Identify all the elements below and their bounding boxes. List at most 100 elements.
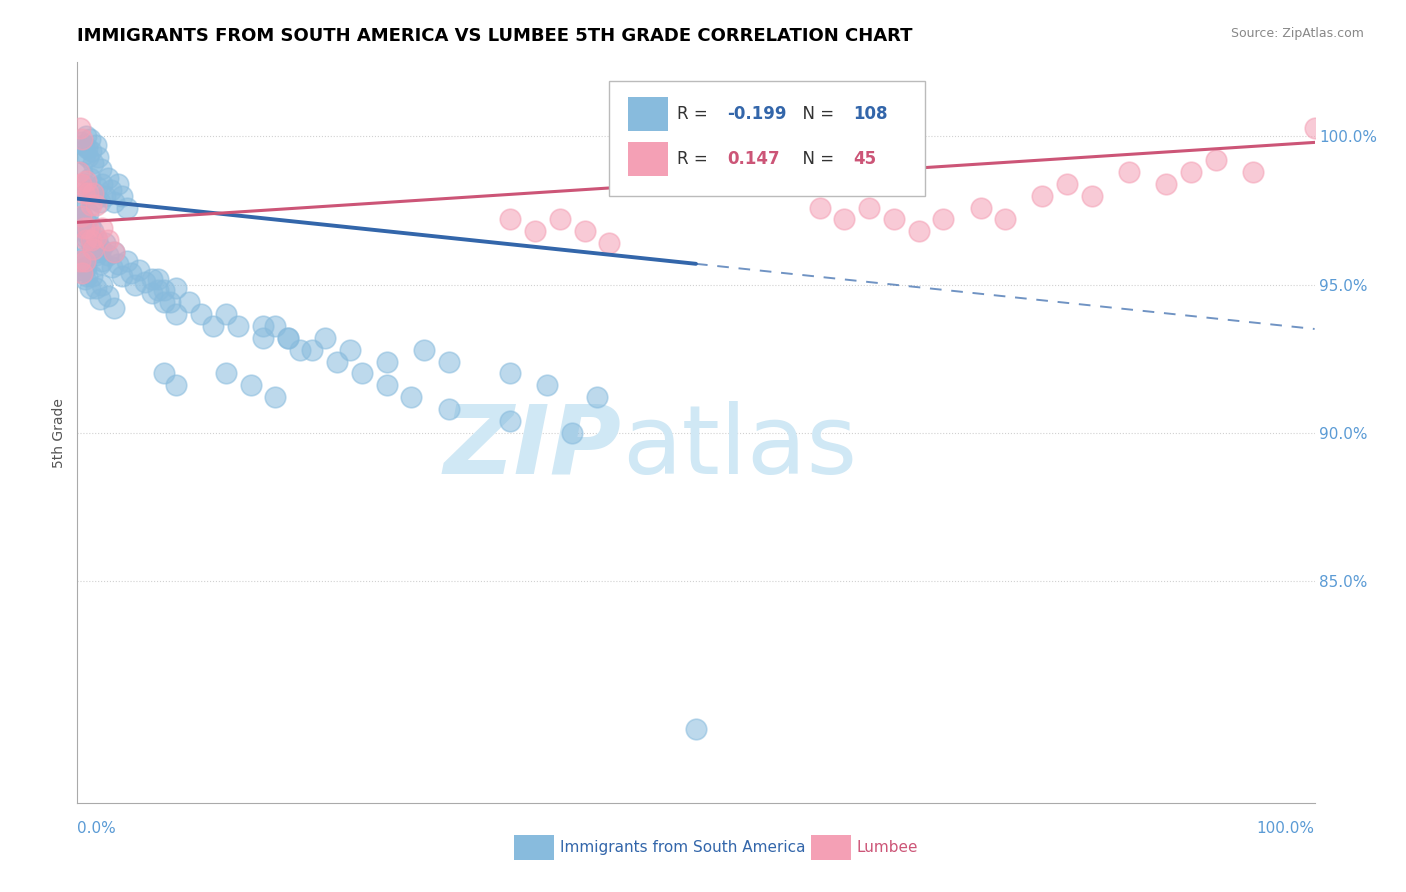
Text: 0.147: 0.147 <box>727 150 779 168</box>
Point <box>598 236 620 251</box>
Point <box>86 179 108 194</box>
Point <box>72 221 94 235</box>
Point <box>111 268 134 283</box>
Point <box>190 307 212 321</box>
Point <box>301 343 323 357</box>
Text: R =: R = <box>678 150 718 168</box>
Point <box>437 354 460 368</box>
Point <box>72 266 94 280</box>
Point <box>97 233 120 247</box>
Point <box>82 268 104 283</box>
Point <box>72 221 94 235</box>
Point <box>80 145 103 159</box>
Point <box>159 295 181 310</box>
Point <box>79 132 101 146</box>
Point <box>82 186 104 200</box>
Point <box>72 132 94 146</box>
Point <box>226 318 249 333</box>
Point <box>134 275 156 289</box>
Point <box>215 367 238 381</box>
Point <box>264 318 287 333</box>
Point <box>90 242 112 256</box>
Point <box>350 367 373 381</box>
Point <box>77 150 100 164</box>
Point <box>76 227 98 242</box>
Point <box>1180 165 1202 179</box>
Point <box>69 253 91 268</box>
Point <box>834 212 856 227</box>
Point <box>72 165 94 179</box>
Point <box>73 271 96 285</box>
Text: 45: 45 <box>853 150 876 168</box>
Point <box>153 367 176 381</box>
Point <box>72 138 94 153</box>
Point <box>97 248 120 262</box>
Point <box>70 262 93 277</box>
Point <box>67 165 90 179</box>
Point <box>101 260 124 274</box>
Point <box>561 425 583 440</box>
Point <box>80 233 103 247</box>
Text: IMMIGRANTS FROM SOUTH AMERICA VS LUMBEE 5TH GRADE CORRELATION CHART: IMMIGRANTS FROM SOUTH AMERICA VS LUMBEE … <box>77 27 912 45</box>
Point <box>97 170 120 185</box>
Point <box>1081 188 1104 202</box>
Point <box>73 147 96 161</box>
Text: N =: N = <box>793 105 839 123</box>
Text: 0.0%: 0.0% <box>77 822 117 837</box>
Point <box>499 414 522 428</box>
Point <box>1056 177 1078 191</box>
Point <box>107 177 129 191</box>
Text: -0.199: -0.199 <box>727 105 786 123</box>
Point <box>277 331 299 345</box>
Point <box>100 183 122 197</box>
Point <box>685 722 707 736</box>
Point <box>70 219 93 233</box>
Point <box>1154 177 1177 191</box>
Point <box>969 201 991 215</box>
Point <box>76 141 98 155</box>
FancyBboxPatch shape <box>628 97 668 131</box>
Point <box>73 177 96 191</box>
Point <box>375 354 398 368</box>
Point <box>499 212 522 227</box>
Point <box>165 307 187 321</box>
Point <box>883 212 905 227</box>
FancyBboxPatch shape <box>811 835 851 860</box>
Point <box>146 271 169 285</box>
Point <box>264 390 287 404</box>
Point <box>499 367 522 381</box>
Point <box>124 277 146 292</box>
Point <box>75 215 97 229</box>
Point <box>93 236 115 251</box>
Point <box>239 378 262 392</box>
Point <box>70 210 93 224</box>
Point <box>103 194 125 209</box>
Point <box>536 378 558 392</box>
Point <box>128 262 150 277</box>
Point <box>1205 153 1227 168</box>
Point <box>82 242 104 256</box>
Point <box>83 192 105 206</box>
Point <box>401 390 423 404</box>
Point <box>69 120 91 135</box>
Point <box>252 331 274 345</box>
Point <box>437 401 460 416</box>
Point <box>84 280 107 294</box>
Point <box>412 343 434 357</box>
Point <box>79 170 101 185</box>
FancyBboxPatch shape <box>609 81 925 195</box>
Y-axis label: 5th Grade: 5th Grade <box>52 398 66 467</box>
Text: Immigrants from South America: Immigrants from South America <box>560 839 806 855</box>
Point <box>69 206 91 220</box>
Point <box>79 280 101 294</box>
Point <box>1031 188 1053 202</box>
Point <box>314 331 336 345</box>
Point <box>115 253 138 268</box>
Point <box>76 186 98 200</box>
Point <box>277 331 299 345</box>
Point <box>76 268 98 283</box>
Point <box>84 248 107 262</box>
Point <box>91 221 114 235</box>
Point <box>69 253 91 268</box>
Point <box>141 286 163 301</box>
